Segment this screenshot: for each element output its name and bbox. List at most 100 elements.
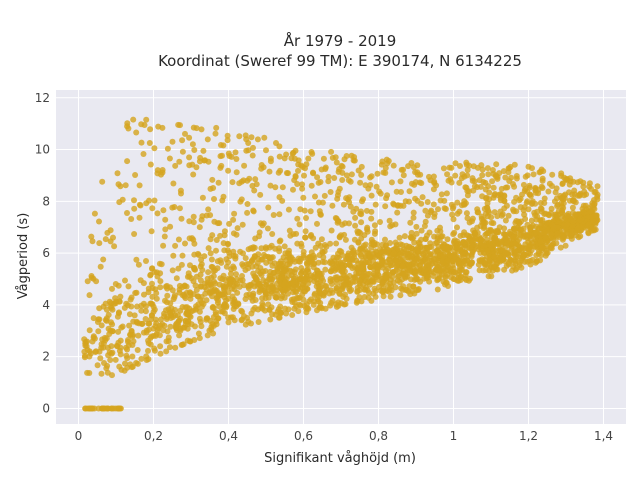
- data-point: [133, 256, 140, 263]
- data-point: [549, 183, 555, 189]
- data-point: [496, 224, 503, 231]
- data-point: [276, 264, 283, 270]
- data-point: [108, 343, 115, 350]
- data-point: [328, 227, 335, 234]
- data-point: [210, 273, 217, 280]
- data-point: [439, 259, 446, 266]
- data-point: [383, 267, 389, 274]
- data-point: [179, 304, 186, 310]
- data-point: [513, 234, 519, 241]
- data-point: [405, 163, 412, 170]
- data-point: [122, 182, 129, 189]
- data-point: [548, 205, 555, 212]
- data-point: [221, 303, 228, 310]
- data-point: [367, 174, 374, 181]
- data-point: [221, 232, 228, 239]
- data-point: [195, 252, 202, 258]
- data-point: [143, 357, 150, 363]
- data-point: [469, 218, 475, 225]
- data-point: [297, 206, 304, 213]
- data-point: [157, 278, 164, 285]
- data-point: [432, 248, 439, 255]
- data-point: [397, 178, 404, 185]
- data-point: [95, 405, 102, 412]
- data-point: [198, 294, 205, 300]
- data-point: [90, 333, 97, 340]
- data-point: [502, 184, 509, 191]
- data-point: [215, 315, 222, 322]
- data-point: [281, 243, 288, 250]
- data-point: [224, 132, 231, 139]
- data-point: [520, 225, 527, 232]
- data-point: [360, 273, 366, 280]
- data-point: [464, 215, 471, 222]
- data-point: [490, 264, 497, 271]
- data-point: [137, 277, 144, 284]
- data-point: [216, 303, 223, 310]
- data-point: [521, 258, 528, 265]
- data-point: [213, 237, 220, 243]
- data-point: [372, 248, 379, 255]
- data-point: [168, 305, 175, 312]
- data-point: [412, 169, 419, 176]
- data-point: [157, 270, 164, 277]
- data-point: [474, 243, 481, 249]
- data-point: [490, 184, 497, 191]
- data-point: [315, 179, 322, 186]
- data-point: [146, 140, 153, 146]
- data-point: [463, 210, 470, 217]
- data-point: [197, 263, 204, 270]
- data-point: [477, 249, 484, 256]
- data-point: [387, 293, 394, 300]
- data-point: [147, 272, 154, 279]
- data-point: [591, 189, 598, 196]
- data-point: [481, 260, 488, 266]
- data-point: [265, 284, 272, 291]
- x-tick-label: 1,4: [594, 429, 613, 443]
- x-tick-label: 0,4: [219, 429, 238, 443]
- data-point: [484, 165, 491, 172]
- data-point: [149, 312, 155, 319]
- data-point: [198, 216, 205, 223]
- data-point: [379, 241, 386, 248]
- data-point: [245, 140, 252, 146]
- data-point: [205, 269, 212, 276]
- data-point: [428, 268, 435, 275]
- data-point: [130, 116, 137, 123]
- data-point: [397, 251, 404, 258]
- data-point: [249, 182, 256, 189]
- data-point: [143, 258, 149, 264]
- data-point: [125, 125, 132, 132]
- data-point: [501, 192, 508, 199]
- data-point: [237, 248, 244, 255]
- data-point: [191, 147, 198, 153]
- data-point: [561, 216, 568, 223]
- data-point: [341, 156, 348, 163]
- data-point: [241, 313, 247, 320]
- data-point: [438, 191, 445, 198]
- data-point: [267, 268, 274, 275]
- data-point: [244, 201, 251, 207]
- data-point: [329, 297, 336, 304]
- data-point: [212, 309, 219, 316]
- data-point: [131, 231, 138, 237]
- data-point: [403, 287, 410, 293]
- data-point: [514, 253, 521, 260]
- data-point: [117, 351, 124, 358]
- data-point: [205, 245, 212, 252]
- data-point: [459, 266, 466, 273]
- data-point: [529, 165, 535, 172]
- data-point: [478, 215, 485, 222]
- data-point: [234, 225, 241, 232]
- data-point: [303, 309, 310, 316]
- data-point: [206, 327, 213, 334]
- data-point: [392, 268, 399, 275]
- data-point: [181, 282, 188, 289]
- data-point: [311, 260, 318, 267]
- data-point: [452, 244, 459, 251]
- data-point: [201, 284, 208, 291]
- data-point: [254, 260, 261, 267]
- data-point: [299, 181, 306, 188]
- data-point: [128, 216, 135, 222]
- data-point: [394, 209, 401, 216]
